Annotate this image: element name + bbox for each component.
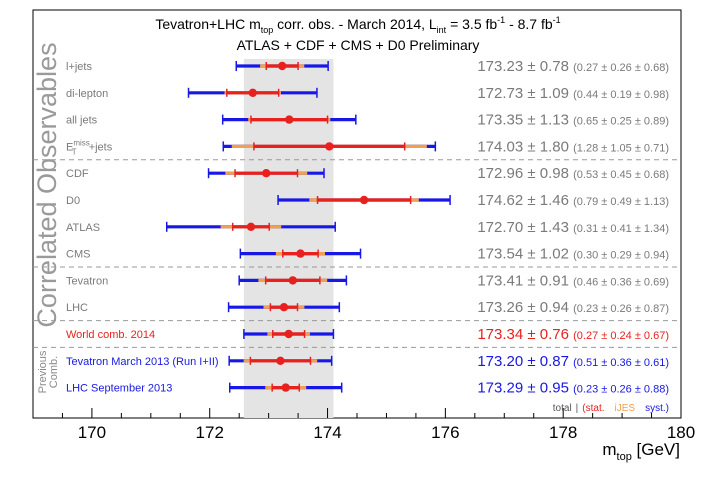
row-label: LHC September 2013 — [66, 383, 172, 395]
legend-total: total — [553, 403, 572, 414]
x-tick-label: 172 — [196, 423, 224, 442]
x-axis-label: mtop [GeV] — [602, 440, 680, 463]
measurement-row: Emiss T +jets 174.03 ± 1.80 (1.28 ± 1.05 ± … — [66, 138, 669, 156]
row-label: di-lepton — [66, 88, 108, 100]
row-label: Emiss T +jets — [66, 138, 113, 156]
central-value-marker — [262, 169, 271, 178]
row-value-text: 173.35 ± 1.13 (0.65 ± 0.25 ± 0.89) — [477, 112, 669, 129]
row-value-text: 173.20 ± 0.87 (0.51 ± 0.36 ± 0.61) — [477, 353, 669, 370]
row-value-text: 172.73 ± 1.09 (0.44 ± 0.19 ± 0.98) — [477, 85, 669, 102]
x-tick-label: 170 — [78, 423, 106, 442]
row-value-text: 173.41 ± 0.91 (0.46 ± 0.36 ± 0.69) — [477, 272, 669, 289]
row-label: Tevatron March 2013 (Run I+II) — [66, 356, 219, 368]
row-label: D0 — [66, 195, 80, 207]
side-label-correlated: Correlated Observables — [32, 42, 62, 327]
side-label-previous-line2: Comb. — [48, 356, 60, 388]
legend-syst: syst. — [645, 403, 666, 414]
x-tick-label: 178 — [549, 423, 577, 442]
side-label-previous-line1: Previous — [37, 350, 49, 393]
central-value-marker — [276, 356, 285, 365]
measurement-row: all jets 173.35 ± 1.13 (0.65 ± 0.25 ± 0.8… — [66, 112, 669, 129]
central-value-marker — [277, 61, 287, 71]
row-value-text: 173.34 ± 0.76 (0.27 ± 0.24 ± 0.67) — [477, 326, 669, 343]
measurement-row: Tevatron March 2013 (Run I+II) 173.20 ± 0… — [66, 353, 669, 370]
row-value-text: 173.23 ± 0.78 (0.27 ± 0.26 ± 0.68) — [477, 58, 669, 75]
measurement-row: CDF 172.96 ± 0.98 (0.53 ± 0.45 ± 0.68) — [66, 165, 669, 182]
measurement-row: l+jets 173.23 ± 0.78 (0.27 ± 0.26 ± 0.68) — [66, 58, 669, 75]
measurement-row: CMS 173.54 ± 1.02 (0.30 ± 0.29 ± 0.94) — [66, 246, 669, 263]
measurement-row: ATLAS 172.70 ± 1.43 (0.31 ± 0.41 ± 1.34) — [66, 219, 669, 236]
legend: total | (stat. iJES syst.) — [553, 403, 669, 414]
central-value-marker — [285, 115, 294, 124]
measurement-row: di-lepton 172.73 ± 1.09 (0.44 ± 0.19 ± 0.… — [66, 85, 669, 102]
measurement-row: LHC 173.26 ± 0.94 (0.23 ± 0.26 ± 0.87) — [66, 299, 669, 316]
combination-band — [243, 59, 334, 418]
row-label: l+jets — [66, 61, 92, 73]
row-label: all jets — [66, 115, 98, 127]
measurement-row: Tevatron 173.41 ± 0.91 (0.46 ± 0.36 ± 0.6… — [66, 272, 669, 289]
central-value-marker — [325, 142, 334, 151]
row-label: CDF — [66, 168, 89, 180]
row-value-text: 173.54 ± 1.02 (0.30 ± 0.29 ± 0.94) — [477, 246, 669, 263]
central-value-marker — [281, 383, 290, 392]
row-value-text: 174.03 ± 1.80 (1.28 ± 1.05 ± 0.71) — [477, 138, 669, 155]
row-value-text: 173.29 ± 0.95 (0.23 ± 0.26 ± 0.88) — [477, 380, 669, 397]
row-label: LHC — [66, 302, 88, 314]
central-value-marker — [288, 276, 297, 285]
legend-ijes: iJES — [615, 403, 636, 414]
row-label: Tevatron — [66, 275, 108, 287]
row-label: World comb. 2014 — [66, 329, 155, 341]
row-value-text: 173.26 ± 0.94 (0.23 ± 0.26 ± 0.87) — [477, 299, 669, 316]
chart-subtitle: ATLAS + CDF + CMS + D0 Preliminary — [237, 37, 480, 53]
measurement-row: World comb. 2014 173.34 ± 0.76 (0.27 ± 0.… — [66, 326, 669, 343]
chart-title: Tevatron+LHC mtop corr. obs. - March 201… — [155, 15, 560, 35]
x-tick-label: 174 — [313, 423, 341, 442]
row-value-text: 172.70 ± 1.43 (0.31 ± 0.41 ± 1.34) — [477, 219, 669, 236]
row-label: ATLAS — [66, 222, 100, 234]
row-value-text: 174.62 ± 1.46 (0.79 ± 0.49 ± 1.13) — [477, 192, 669, 209]
legend-stat: stat. — [586, 403, 605, 414]
central-value-marker — [248, 88, 257, 98]
central-value-marker — [246, 222, 256, 231]
row-label: CMS — [66, 249, 90, 261]
x-tick-label: 180 — [667, 423, 695, 442]
measurement-row: D0 174.62 ± 1.46 (0.79 ± 0.49 ± 1.13) — [66, 192, 669, 209]
row-value-text: 172.96 ± 0.98 (0.53 ± 0.45 ± 0.68) — [477, 165, 669, 182]
central-value-marker — [279, 303, 289, 312]
central-value-marker — [359, 195, 369, 205]
central-value-marker — [296, 249, 305, 258]
measurement-row: LHC September 2013 173.29 ± 0.95 (0.23 ± … — [66, 380, 669, 397]
x-tick-label: 176 — [431, 423, 459, 442]
central-value-marker — [284, 329, 293, 339]
